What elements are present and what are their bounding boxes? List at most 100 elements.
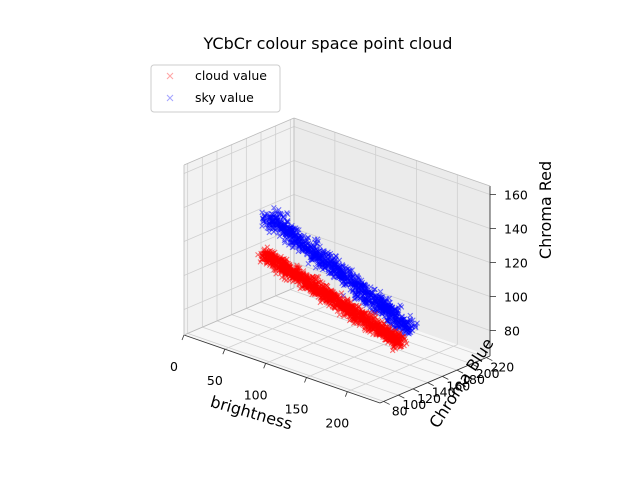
- data-point: [282, 224, 288, 231]
- data-point: [270, 255, 276, 262]
- grid-line: [293, 126, 491, 195]
- data-point: [378, 324, 384, 330]
- x-tick-mark: [344, 391, 348, 397]
- legend-marker-sky: [166, 94, 174, 102]
- data-point: [264, 256, 271, 263]
- data-point: [360, 292, 367, 299]
- data-point: [414, 320, 420, 326]
- data-point: [397, 302, 403, 309]
- data-point: [339, 268, 346, 274]
- data-point: [342, 278, 349, 285]
- data-point: [341, 311, 348, 318]
- data-point: [278, 266, 285, 273]
- data-point: [383, 330, 389, 336]
- data-point: [379, 304, 385, 311]
- x-tick-mark: [222, 349, 226, 355]
- z-tick-label: 120: [504, 256, 528, 271]
- data-point: [295, 248, 302, 255]
- data-point: [406, 329, 413, 336]
- data-point: [395, 311, 402, 318]
- data-point: [272, 226, 279, 233]
- data-point: [323, 282, 330, 289]
- data-point: [386, 314, 392, 320]
- data-point: [389, 331, 396, 338]
- data-point: [261, 250, 267, 256]
- data-point: [390, 311, 396, 317]
- data-point: [263, 251, 270, 258]
- y-tick-label: 220: [490, 360, 514, 375]
- data-point: [269, 221, 276, 228]
- x-tick-mark: [304, 377, 307, 383]
- data-point: [298, 237, 304, 243]
- data-point: [292, 240, 299, 246]
- data-point: [309, 244, 315, 251]
- data-point: [299, 283, 306, 289]
- data-point: [373, 299, 380, 306]
- z-tick-label: 140: [504, 222, 528, 237]
- chart-title: YCbCr colour space point cloud: [203, 34, 453, 53]
- data-point: [350, 287, 356, 293]
- grid-line: [216, 320, 414, 390]
- data-point: [398, 316, 404, 323]
- data-point: [312, 264, 319, 271]
- legend-marker: [166, 72, 174, 80]
- data-point: [328, 264, 335, 270]
- data-point: [347, 308, 354, 315]
- legend-marker-cloud: [166, 72, 174, 80]
- y-tick-mark: [412, 388, 420, 393]
- data-point: [305, 260, 312, 267]
- y-tick-label: 140: [432, 385, 456, 400]
- pane-floor: [184, 288, 490, 403]
- data-point: [282, 239, 288, 246]
- y-tick-label: 80: [392, 403, 408, 418]
- data-point: [297, 232, 303, 239]
- y-tick-label: 180: [461, 372, 485, 387]
- data-point: [397, 335, 403, 341]
- data-point: [375, 328, 382, 335]
- x-tick-label: 150: [285, 402, 309, 417]
- data-point: [367, 284, 374, 290]
- data-point: [285, 219, 291, 225]
- z-tick-label: 100: [504, 290, 528, 305]
- data-point: [275, 207, 282, 213]
- data-point: [332, 253, 339, 259]
- grid-line: [183, 228, 295, 276]
- data-point: [376, 293, 383, 300]
- x-tick-label: 100: [244, 387, 268, 402]
- data-point: [362, 320, 369, 326]
- y-tick-mark: [427, 382, 434, 386]
- data-point: [393, 318, 399, 325]
- legend-label-cloud: cloud value: [195, 68, 267, 83]
- data-point: [384, 319, 391, 325]
- z-axis-label: Chroma Red: [536, 161, 555, 259]
- legend-label-sky: sky value: [195, 90, 254, 105]
- data-point: [369, 289, 376, 296]
- data-point: [407, 325, 414, 332]
- data-point: [390, 344, 397, 351]
- data-point: [370, 331, 376, 338]
- data-point: [296, 227, 302, 233]
- legend-marker: [166, 94, 174, 102]
- data-point: [355, 279, 361, 286]
- data-point: [390, 312, 396, 319]
- data-point: [379, 318, 386, 325]
- data-point: [397, 340, 404, 346]
- data-point: [298, 278, 304, 285]
- data-point: [336, 301, 343, 307]
- data-point: [372, 286, 378, 293]
- data-point: [347, 316, 354, 322]
- y-tick-mark: [383, 401, 390, 405]
- data-point: [330, 294, 336, 300]
- data-point: [318, 264, 325, 270]
- grid-line: [293, 194, 491, 263]
- legend-box: [150, 64, 281, 113]
- data-point: [377, 288, 384, 295]
- data-point: [291, 228, 298, 234]
- data-point: [373, 324, 380, 330]
- z-tick-label: 80: [504, 324, 520, 339]
- data-point: [371, 318, 378, 324]
- z-tick-label: 160: [504, 188, 528, 203]
- data-point: [359, 283, 366, 289]
- y-tick-label: 120: [417, 391, 441, 406]
- grid-line: [183, 194, 295, 242]
